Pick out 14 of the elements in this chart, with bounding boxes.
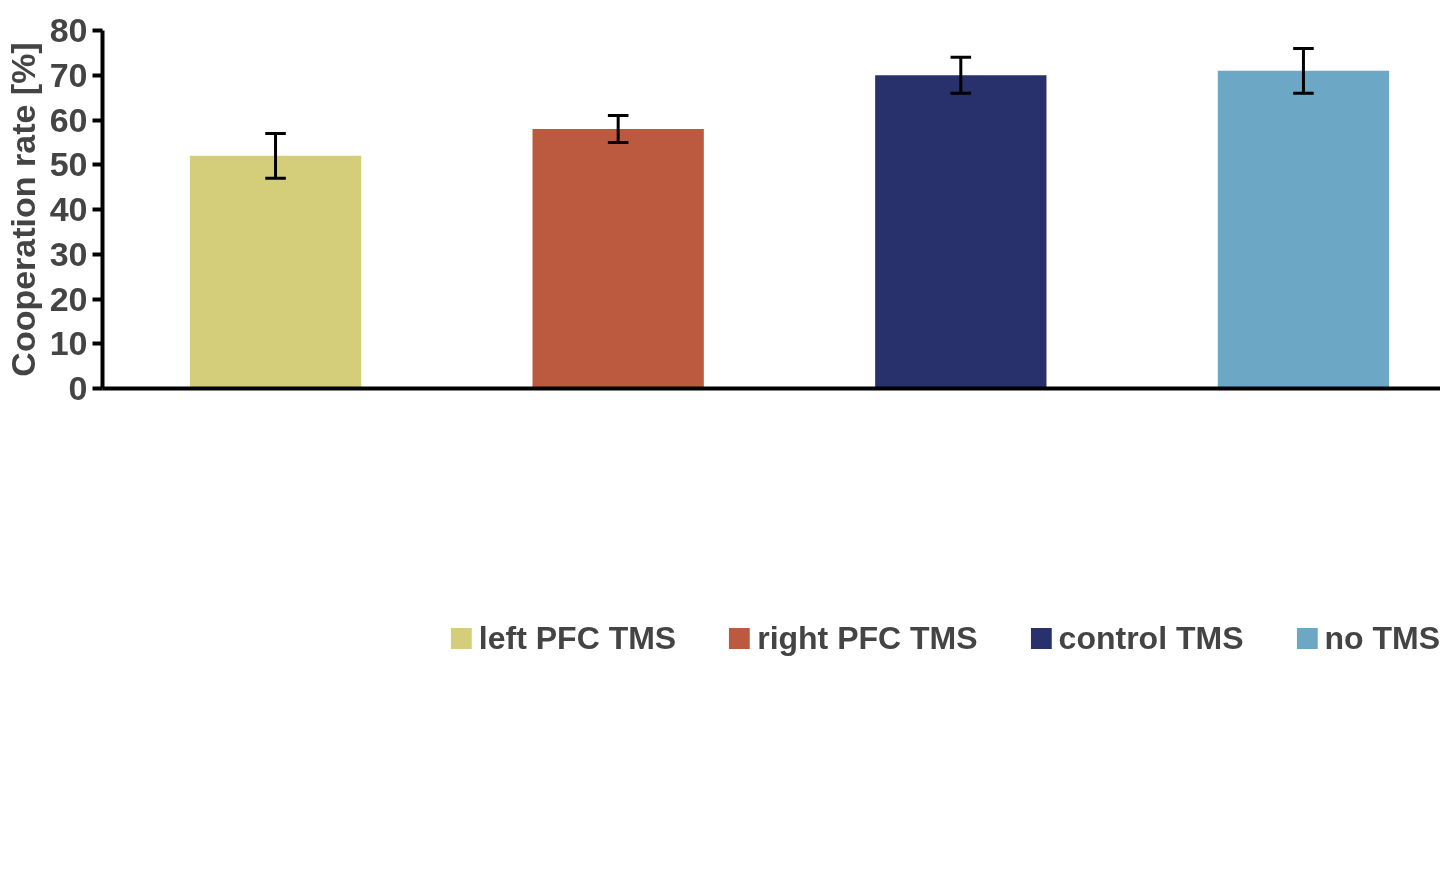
y-tick-label: 60	[49, 100, 88, 139]
y-tick-label: 40	[49, 190, 88, 228]
y-tick-label: 20	[49, 279, 88, 318]
y-axis-title: Cooperation rate [%]	[3, 42, 42, 377]
y-tick-label: 80	[49, 11, 88, 49]
y-tick-label: 70	[49, 55, 88, 94]
legend-label: right PFC TMS	[757, 619, 978, 657]
legend-label: no TMS	[1324, 619, 1440, 657]
y-tick-label: 10	[49, 324, 88, 363]
y-tick-label: 0	[68, 369, 88, 407]
y-tick-label: 30	[49, 234, 88, 273]
legend-label: control TMS	[1058, 619, 1244, 657]
legend-label: left PFC TMS	[478, 619, 677, 657]
y-tick-label: 50	[49, 145, 88, 184]
